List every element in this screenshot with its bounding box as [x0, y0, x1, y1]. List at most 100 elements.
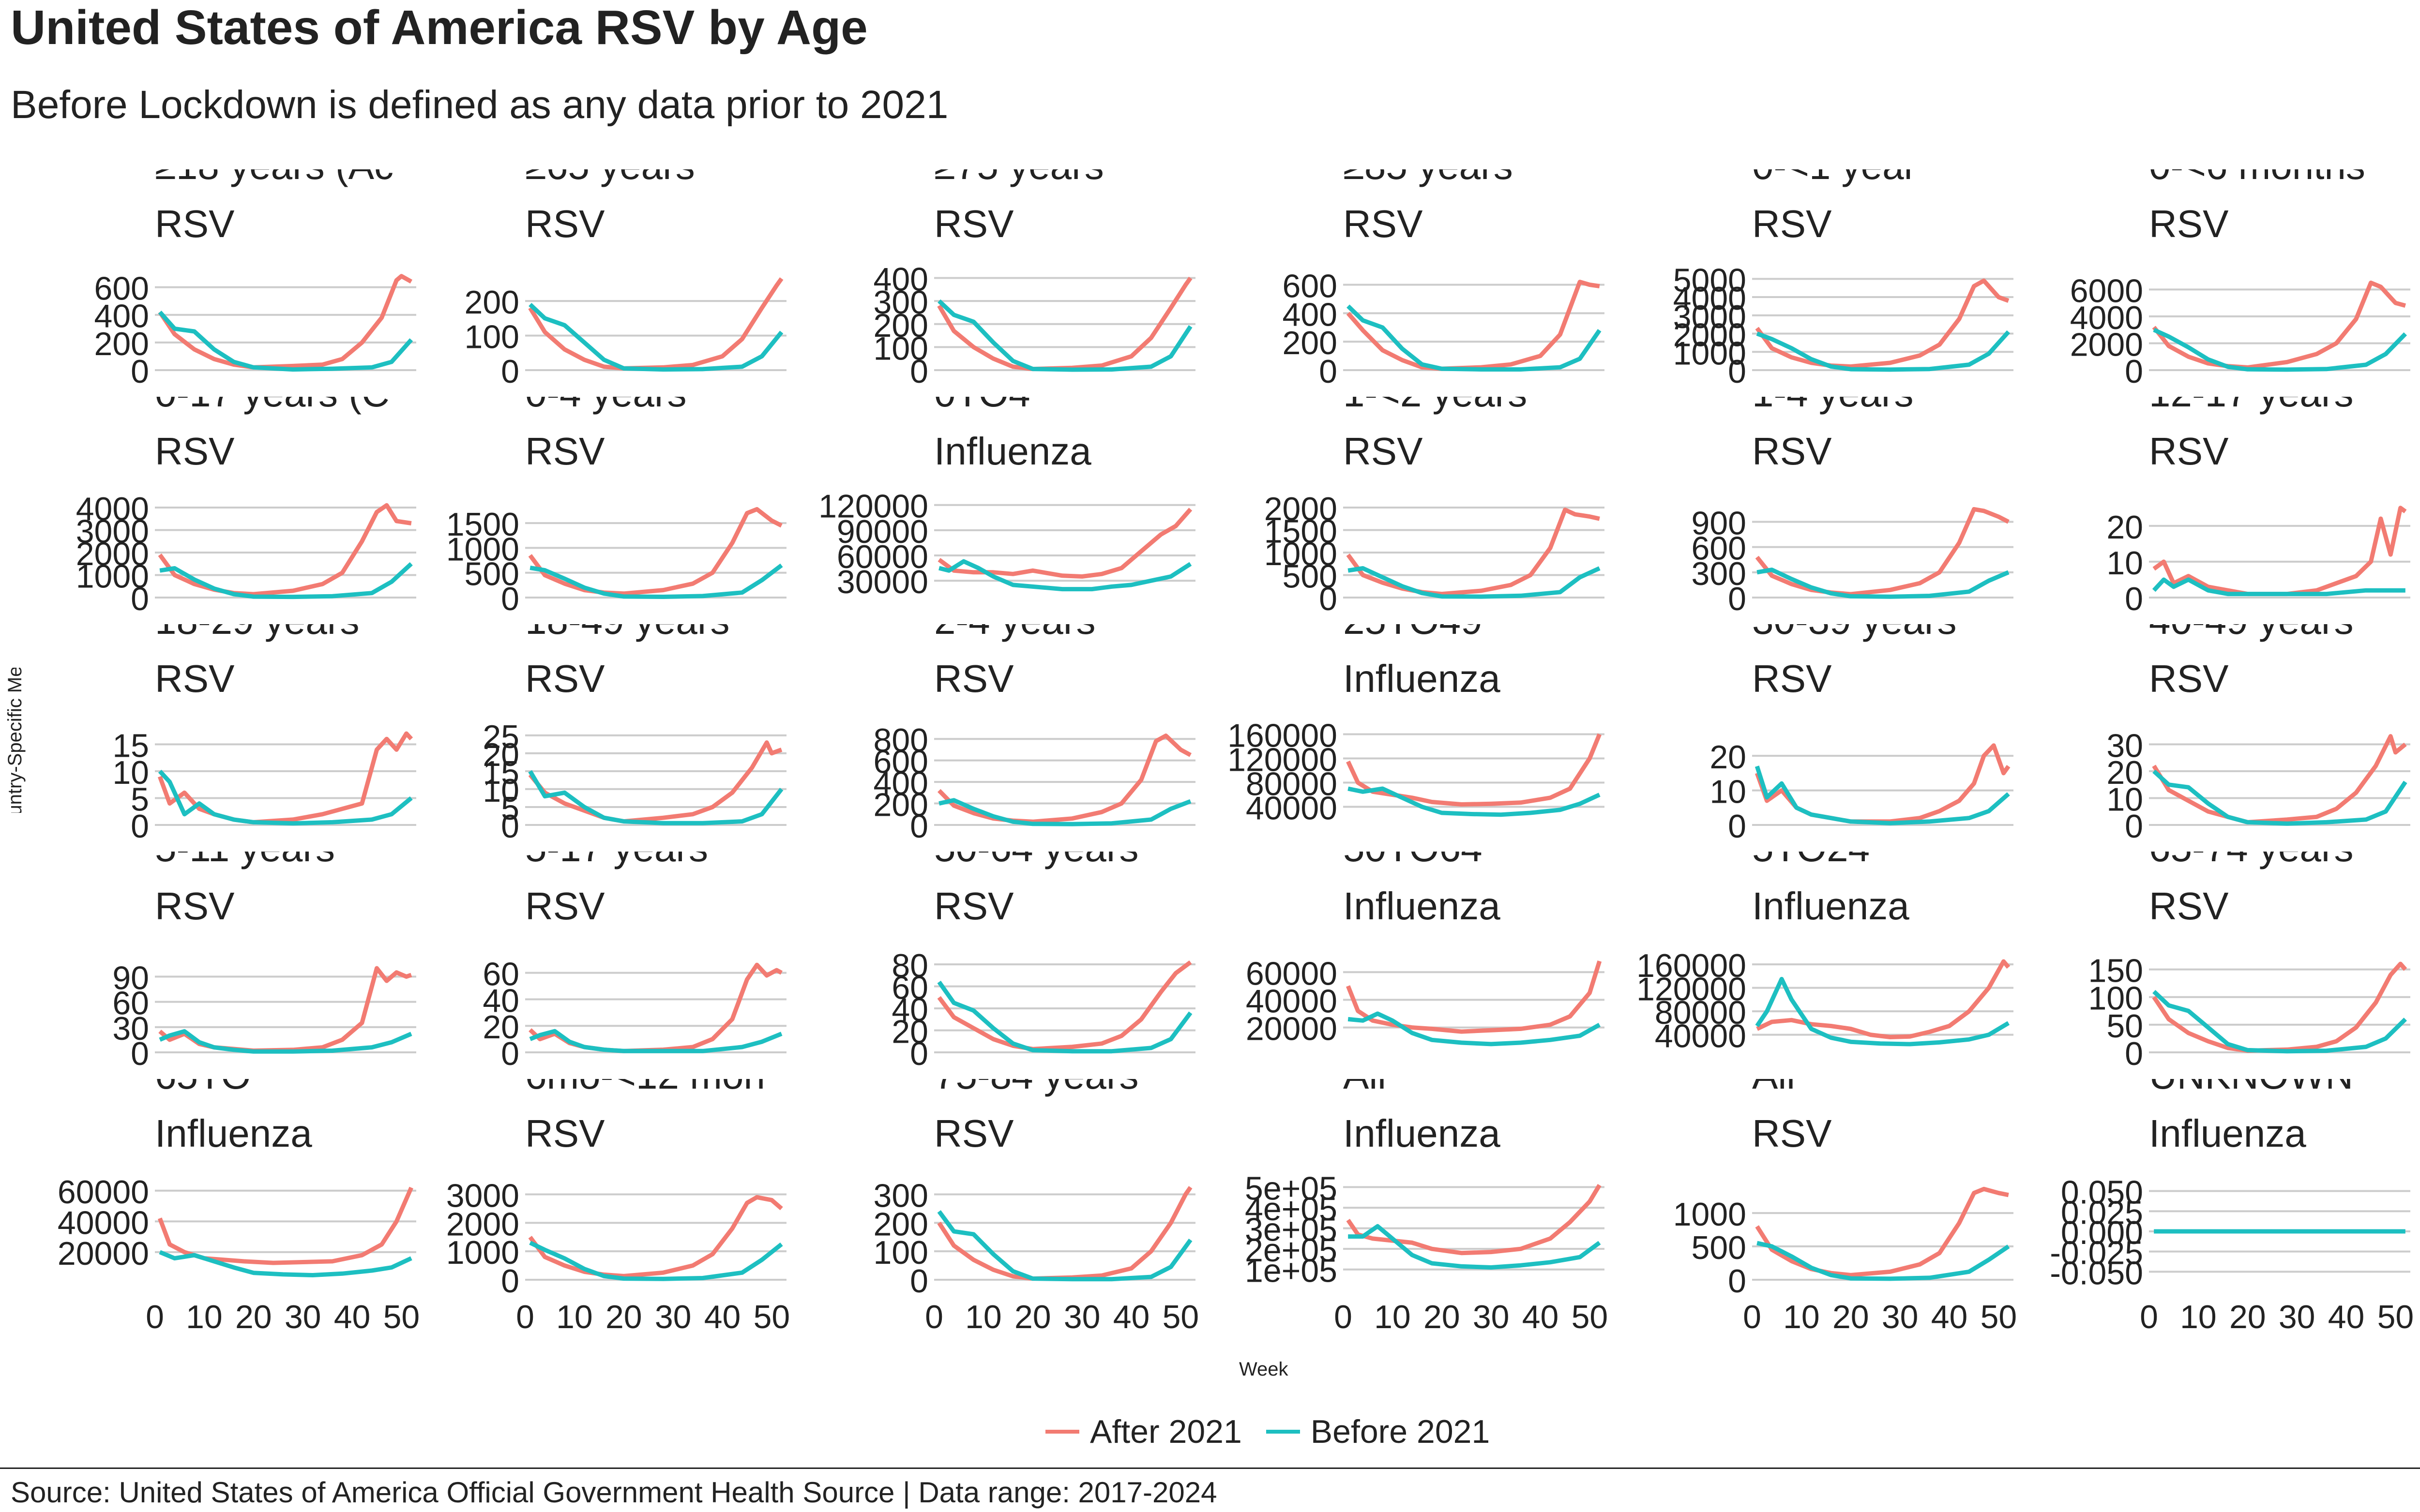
- y-tick-label: 2000: [2070, 326, 2143, 363]
- y-tick-label: 400: [874, 765, 928, 802]
- facet-metric-label: RSV: [155, 657, 235, 700]
- y-tick-label: 80000: [1246, 766, 1337, 803]
- x-tick-label: 20: [2229, 1299, 2266, 1335]
- y-tick-label: 1000: [1264, 536, 1337, 572]
- series-before-2021: [1347, 786, 1601, 817]
- y-tick-label: 0: [2125, 808, 2143, 845]
- series-after-2021: [1346, 280, 1600, 371]
- legend-label-before: Before 2021: [1310, 1413, 1490, 1450]
- y-tick-label: 400: [94, 298, 149, 335]
- y-tick-label: 30: [2106, 727, 2143, 764]
- series-before-2021: [937, 980, 1193, 1054]
- series-before-2021: [1756, 568, 2010, 599]
- x-tick-label: 0: [146, 1299, 164, 1335]
- chart-subtitle: Before Lockdown is defined as any data p…: [11, 83, 949, 127]
- facet-metric-label: RSV: [155, 884, 235, 928]
- facet-group-label: 75-84 years: [934, 1054, 1138, 1097]
- x-tick-label: 40: [1113, 1299, 1150, 1335]
- series-before-2021: [159, 562, 413, 599]
- x-tick-label: 50: [1163, 1299, 1199, 1335]
- facet-group-label: 50TO64: [1343, 826, 1482, 869]
- facet-metric-label: RSV: [525, 430, 605, 473]
- facet-metric-label: RSV: [155, 430, 235, 473]
- series-after-2021: [937, 1186, 1193, 1281]
- y-tick-label: 200: [874, 1206, 928, 1243]
- y-tick-label: 15: [112, 727, 149, 764]
- series-before-2021: [1347, 1011, 1601, 1047]
- facet-metric-label: RSV: [525, 657, 605, 700]
- x-tick-label: 10: [2180, 1299, 2217, 1335]
- y-tick-label: 500: [1692, 1229, 1746, 1266]
- series-before-2021: [1348, 1224, 1601, 1270]
- y-tick-label: 10: [2106, 545, 2143, 582]
- y-tick-label: 20: [483, 736, 519, 773]
- y-tick-label: 0: [910, 1035, 928, 1072]
- y-tick-label: 40000: [1655, 1018, 1746, 1055]
- facet-group-label: 1-4 years: [1752, 372, 1913, 415]
- facet-group-label: 12-17 years: [2149, 372, 2353, 415]
- y-tick-label: 0: [131, 1035, 149, 1072]
- y-tick-label: 1e+05: [1245, 1253, 1337, 1289]
- x-tick-label: 10: [1374, 1299, 1411, 1335]
- y-tick-label: 4e+05: [1245, 1191, 1337, 1228]
- y-tick-label: 10: [2106, 781, 2143, 818]
- facet-group-label: 18-29 years: [155, 599, 359, 642]
- series-before-2021: [528, 770, 784, 825]
- series-before-2021: [2152, 769, 2407, 826]
- series-before-2021: [158, 769, 413, 826]
- x-tick-label: 30: [1064, 1299, 1101, 1335]
- y-tick-label: 4000: [76, 491, 149, 527]
- y-tick-label: 1000: [1673, 335, 1746, 372]
- facet-metric-label: RSV: [934, 884, 1014, 928]
- facet-metric-label: RSV: [1343, 202, 1423, 245]
- x-tick-label: 30: [1473, 1299, 1510, 1335]
- y-tick-label: 5e+05: [1245, 1170, 1337, 1207]
- y-tick-label: 600: [1692, 530, 1746, 567]
- y-axis-title: Country-Specific Metric: [4, 668, 26, 813]
- x-tick-label: 0: [1334, 1299, 1352, 1335]
- facet-group-label: 2-4 years: [934, 599, 1095, 642]
- y-tick-label: 40000: [1246, 790, 1337, 827]
- y-tick-label: 100: [465, 319, 519, 356]
- caption: Source: United States of America Officia…: [11, 1476, 1217, 1509]
- y-tick-label: 0: [1728, 581, 1746, 617]
- facet-metric-label: RSV: [2149, 430, 2229, 473]
- y-tick-label: 0: [910, 808, 928, 845]
- series-before-2021: [529, 563, 783, 599]
- x-tick-label: 0: [2140, 1299, 2158, 1335]
- x-tick-label: 20: [605, 1299, 642, 1335]
- y-tick-label: 500: [465, 556, 519, 593]
- series-after-2021: [1346, 960, 1602, 1034]
- facet-metric-label: RSV: [1752, 1112, 1832, 1155]
- y-tick-label: 0: [2125, 581, 2143, 617]
- x-tick-label: 10: [186, 1299, 223, 1335]
- x-tick-label: 20: [1832, 1299, 1869, 1335]
- x-tick-label: 40: [1931, 1299, 1968, 1335]
- y-tick-label: 1500: [1264, 513, 1337, 550]
- y-tick-label: 20000: [1246, 1011, 1337, 1048]
- y-tick-label: 300: [1692, 555, 1746, 592]
- series-after-2021: [158, 274, 412, 370]
- x-tick-label: 0: [1743, 1299, 1761, 1335]
- facet-metric-label: RSV: [525, 884, 605, 928]
- y-tick-label: 900: [1692, 505, 1746, 541]
- y-tick-label: 40000: [58, 1204, 149, 1241]
- series-after-2021: [2152, 734, 2407, 824]
- facet-metric-label: Influenza: [2149, 1112, 2306, 1155]
- facet-group-label: ≥75 years: [934, 144, 1104, 187]
- x-tick-label: 40: [2328, 1299, 2365, 1335]
- series-after-2021: [158, 503, 412, 597]
- series-before-2021: [1755, 977, 2010, 1047]
- facet-metric-label: Influenza: [934, 430, 1091, 473]
- series-after-2021: [938, 508, 1193, 579]
